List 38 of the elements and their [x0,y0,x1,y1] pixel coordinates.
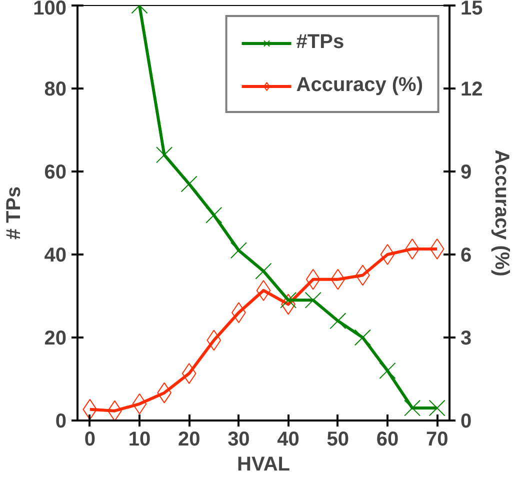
y2-tick-label: 15 [460,0,483,20]
point [380,244,395,265]
x-axis-title: HVAL [237,454,290,476]
x-tick-label: 30 [228,428,250,450]
x-tick-label: 50 [326,428,350,450]
y2-tick-label: 6 [460,244,472,266]
y2-tick-label: 9 [460,162,472,184]
x-tick-label: 70 [426,428,448,450]
legend-label: #TPs [296,31,344,54]
y2-tick-label: 3 [460,328,472,350]
point [156,146,173,164]
y-tick-label: 80 [44,78,67,100]
point [280,292,297,308]
point [230,242,247,259]
x-tick-label: 10 [128,428,151,450]
point [330,312,346,330]
y-tick-label: 40 [44,244,67,266]
y-tick-label: 20 [44,328,67,350]
x-tick-label: 60 [376,428,399,450]
y-tick-label: 60 [44,162,67,184]
y-tick-label: 0 [55,410,66,432]
legend-label: Accuracy (%) [296,74,423,97]
x-tick-label: 20 [178,428,200,450]
y-axis-title: # TPs [3,186,26,240]
x-tick-label: 0 [84,428,96,450]
point [180,176,198,192]
y2-tick-label: 0 [460,410,472,432]
point [108,400,122,420]
point [206,206,222,224]
y-tick-label: 100 [33,0,67,20]
point [379,362,396,379]
point [428,400,446,416]
y2-axis-title: Accuracy (%) [490,150,513,276]
point [404,400,421,416]
y2-tick-label: 12 [460,78,483,100]
x-tick-label: 40 [277,428,300,450]
point [354,329,371,346]
point [304,292,322,308]
